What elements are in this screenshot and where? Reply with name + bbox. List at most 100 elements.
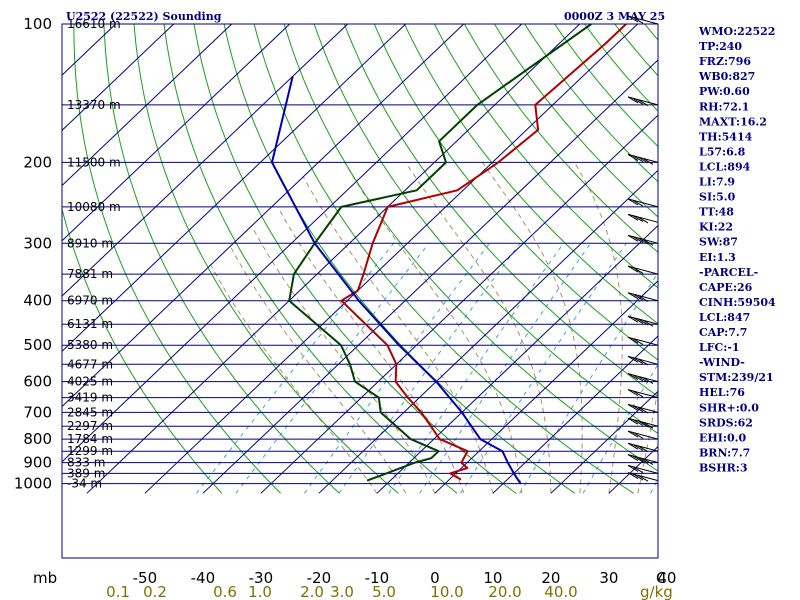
height-label: 6970 m (67, 294, 113, 308)
plot-frame (61, 23, 659, 559)
wind-barb (627, 430, 659, 440)
index-item: TT:48 (699, 206, 734, 219)
dry-adiabat (494, 24, 658, 218)
pressure-tick-label: 700 (23, 403, 52, 421)
isotherm-line (62, 24, 407, 353)
height-label: 833 m (67, 456, 105, 470)
mixing-ratio-line (419, 243, 592, 494)
height-label: 13370 m (67, 98, 121, 112)
wind-barbs (627, 15, 659, 482)
height-label: 1299 m (67, 444, 113, 458)
mixing-ratio-tick-label: 0.1 (106, 583, 130, 600)
wind-barb (627, 454, 659, 466)
wind-barb (627, 355, 659, 366)
temperature-tick-label: -10 (365, 569, 390, 587)
index-item: CAP:7.7 (699, 326, 747, 339)
height-label: 6131 m (67, 317, 113, 331)
dry-adiabat (313, 24, 658, 435)
dry-adiabat (253, 24, 634, 494)
temperature-tick-label: -50 (133, 569, 158, 587)
index-item: PW:0.60 (699, 85, 750, 98)
index-item: WMO:22522 (698, 25, 775, 38)
pressure-tick-label: 100 (23, 15, 52, 33)
isotherm-line (318, 169, 658, 494)
wind-barb (627, 15, 659, 25)
dry-adiabat (62, 207, 223, 494)
temperature-tick-label: 0 (430, 569, 440, 587)
mixing-ratio-line (388, 243, 565, 494)
isotherm-line (376, 224, 658, 494)
pressure-tick-label: 900 (23, 454, 52, 472)
index-item: LCL:847 (699, 311, 750, 324)
height-label: 1784 m (67, 432, 113, 446)
dewpoint-trace (288, 24, 592, 482)
isotherm-line (62, 24, 175, 132)
sounding-traces (271, 24, 627, 485)
wind-barb (627, 389, 659, 399)
index-item: EI:1.3 (699, 251, 736, 264)
index-item: KI:22 (699, 221, 733, 234)
isotherm-line (62, 24, 349, 297)
mixing-ratio-line (196, 242, 395, 494)
temperature-tick-label: -40 (191, 569, 216, 587)
isotherm-line (434, 280, 658, 494)
pressure-tick-label: 400 (23, 292, 52, 310)
index-item: SW:87 (699, 236, 738, 249)
isotherms (62, 24, 658, 494)
temperature-tick-label: 40 (657, 569, 676, 587)
mixing-ratio-line (460, 243, 627, 494)
parcel-trace (271, 76, 522, 485)
isotherm-line (62, 24, 465, 408)
wind-barb (627, 198, 659, 208)
mixing-ratio-tick-label: 5.0 (372, 583, 396, 600)
isotherm-line (62, 24, 291, 242)
wind-barb (627, 373, 659, 385)
dry-adiabat (103, 24, 340, 494)
height-label: -34 m (67, 477, 102, 491)
index-item: SI:5.0 (699, 191, 736, 204)
pressure-tick-label: 500 (23, 336, 52, 354)
pressure-tick-label: 600 (23, 373, 52, 391)
wind-barb (627, 96, 659, 107)
index-item: SHR+:0.0 (699, 401, 759, 414)
index-panel: WMO:22522 TP:240 FRZ:796 WB0:827 PW:0.60 RH:7… (698, 25, 776, 474)
index-item: EHI:0.0 (699, 431, 746, 444)
mixing-ratio-tick-label: 0.6 (213, 583, 237, 600)
mixing-ratio-tick-label: 3.0 (330, 583, 354, 600)
isotherm-line (550, 390, 658, 494)
dry-adiabat (193, 24, 517, 494)
index-item: LCL:894 (699, 160, 751, 173)
isobars (62, 24, 658, 485)
index-item: FRZ:796 (699, 55, 751, 68)
dry-adiabat (433, 24, 658, 289)
height-label: 11500 m (67, 155, 121, 169)
height-label: 8910 m (67, 236, 113, 250)
isotherm-line (492, 335, 658, 494)
height-label: 4677 m (67, 357, 113, 371)
height-label: 5380 m (67, 338, 113, 352)
temperature-tick-label: -30 (249, 569, 274, 587)
index-item: WB0:827 (698, 70, 755, 83)
height-label: 389 m (67, 466, 105, 480)
wind-barb (627, 213, 659, 224)
wind-barb (627, 153, 659, 165)
isotherm-line (86, 24, 581, 494)
mixing-ratio-lines (196, 242, 658, 494)
mixing-ratio-tick-label: 40.0 (544, 583, 577, 600)
index-item: L57:6.8 (699, 145, 746, 158)
pressure-tick-label: 300 (23, 234, 52, 252)
index-item: CAPE:26 (699, 281, 753, 294)
pressure-tick-label: 800 (23, 430, 52, 448)
index-item: MAXT:16.2 (699, 115, 767, 128)
wind-barb (627, 442, 659, 453)
temperature-tick-label: -20 (307, 569, 332, 587)
moist-adiabat (405, 162, 552, 494)
temperature-trace (340, 24, 627, 481)
moist-adiabat (574, 162, 623, 494)
mixing-ratio-unit-label: g/kg (640, 583, 673, 600)
wind-barb (627, 234, 659, 246)
index-item: STM:239/21 (699, 371, 774, 384)
